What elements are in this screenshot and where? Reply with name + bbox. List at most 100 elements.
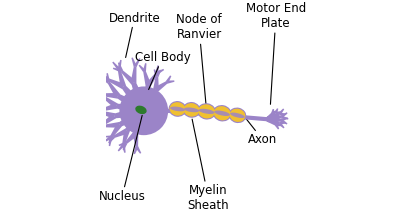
- Polygon shape: [139, 89, 158, 114]
- Polygon shape: [167, 80, 174, 84]
- Polygon shape: [103, 136, 112, 143]
- Polygon shape: [106, 73, 110, 82]
- Polygon shape: [131, 66, 136, 83]
- Polygon shape: [101, 103, 117, 111]
- Polygon shape: [156, 70, 161, 77]
- Polygon shape: [275, 111, 281, 115]
- Ellipse shape: [199, 109, 214, 114]
- Polygon shape: [275, 124, 279, 129]
- Polygon shape: [125, 132, 138, 144]
- Polygon shape: [107, 78, 124, 89]
- Ellipse shape: [169, 101, 186, 117]
- Text: Myelin
Sheath: Myelin Sheath: [188, 119, 229, 212]
- Polygon shape: [118, 144, 124, 151]
- Polygon shape: [153, 76, 159, 90]
- Polygon shape: [267, 117, 277, 126]
- Polygon shape: [123, 143, 127, 150]
- Polygon shape: [113, 128, 128, 138]
- Polygon shape: [118, 106, 146, 127]
- Ellipse shape: [198, 104, 215, 118]
- Text: Motor End
Plate: Motor End Plate: [246, 2, 306, 104]
- Polygon shape: [278, 122, 284, 128]
- Polygon shape: [267, 113, 280, 122]
- Text: Cell Body: Cell Body: [135, 51, 190, 89]
- Polygon shape: [125, 108, 148, 132]
- Polygon shape: [117, 94, 146, 115]
- Polygon shape: [268, 117, 280, 124]
- Polygon shape: [154, 69, 158, 77]
- Polygon shape: [136, 146, 141, 154]
- Ellipse shape: [170, 107, 185, 111]
- Polygon shape: [108, 136, 115, 143]
- Polygon shape: [113, 68, 122, 73]
- Polygon shape: [143, 71, 151, 86]
- Polygon shape: [93, 93, 102, 99]
- Polygon shape: [266, 112, 276, 121]
- Polygon shape: [156, 69, 164, 75]
- Ellipse shape: [214, 111, 230, 116]
- Polygon shape: [118, 62, 123, 72]
- Ellipse shape: [184, 103, 200, 117]
- Polygon shape: [166, 75, 171, 83]
- Circle shape: [120, 86, 168, 135]
- Polygon shape: [96, 125, 102, 134]
- Text: Axon: Axon: [245, 117, 278, 146]
- Polygon shape: [89, 110, 99, 114]
- Polygon shape: [132, 57, 137, 67]
- Polygon shape: [109, 137, 112, 146]
- Polygon shape: [266, 112, 274, 121]
- Polygon shape: [139, 84, 151, 112]
- Polygon shape: [99, 89, 105, 98]
- Ellipse shape: [213, 105, 232, 121]
- Polygon shape: [134, 146, 138, 154]
- Polygon shape: [116, 104, 145, 116]
- Polygon shape: [106, 135, 114, 138]
- Polygon shape: [131, 82, 149, 113]
- Ellipse shape: [184, 108, 199, 112]
- Polygon shape: [280, 112, 288, 118]
- Polygon shape: [132, 134, 138, 147]
- Ellipse shape: [230, 109, 245, 122]
- Polygon shape: [98, 78, 107, 81]
- Polygon shape: [155, 65, 159, 74]
- Polygon shape: [92, 124, 101, 128]
- Polygon shape: [98, 110, 115, 119]
- Ellipse shape: [230, 113, 245, 118]
- Polygon shape: [278, 108, 284, 115]
- Polygon shape: [122, 144, 126, 153]
- Polygon shape: [101, 93, 118, 99]
- Circle shape: [266, 117, 271, 122]
- Polygon shape: [100, 77, 109, 84]
- Ellipse shape: [229, 108, 246, 123]
- Polygon shape: [112, 61, 120, 71]
- Polygon shape: [108, 81, 120, 97]
- Polygon shape: [110, 123, 122, 138]
- Polygon shape: [281, 115, 288, 120]
- Polygon shape: [93, 108, 102, 112]
- Polygon shape: [279, 122, 286, 125]
- Polygon shape: [133, 109, 149, 135]
- Polygon shape: [114, 106, 145, 118]
- Polygon shape: [154, 81, 168, 92]
- Text: Nucleus: Nucleus: [99, 115, 146, 203]
- Polygon shape: [93, 89, 102, 96]
- Polygon shape: [276, 123, 281, 126]
- Polygon shape: [118, 60, 122, 70]
- Polygon shape: [100, 114, 116, 127]
- Polygon shape: [280, 112, 286, 116]
- Ellipse shape: [214, 106, 230, 120]
- Polygon shape: [118, 69, 126, 87]
- Ellipse shape: [170, 102, 186, 116]
- Polygon shape: [268, 116, 282, 122]
- Ellipse shape: [183, 102, 200, 118]
- Ellipse shape: [197, 103, 216, 120]
- Polygon shape: [122, 130, 130, 145]
- Polygon shape: [104, 122, 120, 128]
- Polygon shape: [91, 105, 100, 113]
- Polygon shape: [103, 96, 118, 108]
- Text: Node of
Ranvier: Node of Ranvier: [176, 14, 222, 108]
- Polygon shape: [146, 72, 158, 87]
- Polygon shape: [143, 63, 146, 71]
- Polygon shape: [268, 117, 281, 122]
- Polygon shape: [94, 109, 102, 116]
